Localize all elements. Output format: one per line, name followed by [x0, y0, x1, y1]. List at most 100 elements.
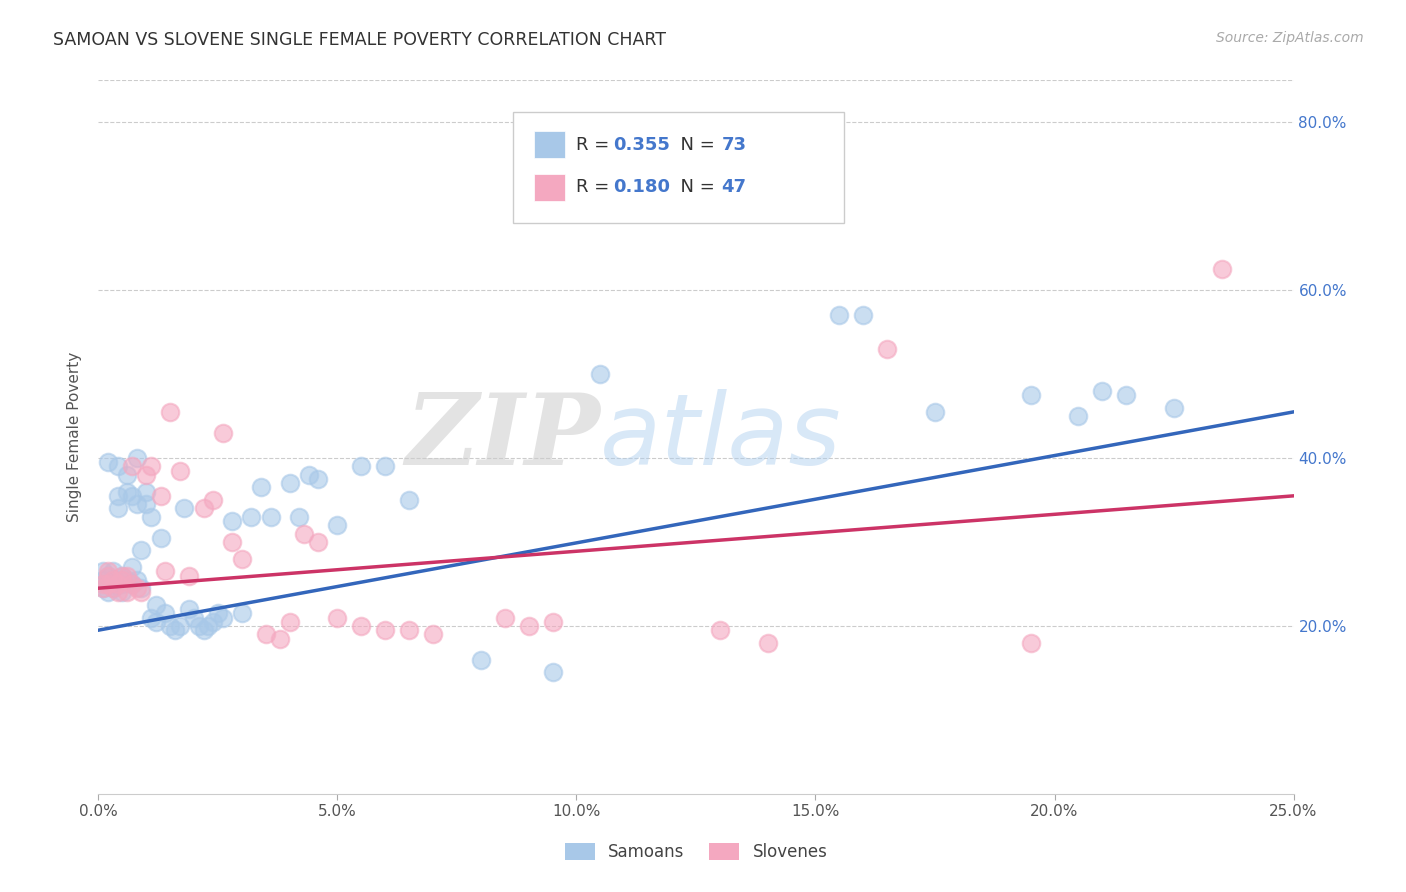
Point	[131, 581, 153, 595]
Point	[115, 467, 138, 482]
Text: SAMOAN VS SLOVENE SINGLE FEMALE POVERTY CORRELATION CHART: SAMOAN VS SLOVENE SINGLE FEMALE POVERTY …	[53, 31, 666, 49]
Point	[107, 459, 129, 474]
Point	[541, 665, 564, 680]
Point	[163, 623, 186, 637]
Point	[115, 568, 138, 582]
Text: atlas: atlas	[600, 389, 842, 485]
Point	[298, 467, 321, 482]
Point	[121, 577, 143, 591]
Point	[159, 619, 181, 633]
Point	[259, 509, 281, 524]
Point	[97, 568, 120, 582]
Text: 0.180: 0.180	[613, 178, 671, 196]
Text: 0.355: 0.355	[613, 136, 669, 153]
Point	[115, 585, 138, 599]
Text: 47: 47	[721, 178, 747, 196]
Legend: Samoans, Slovenes: Samoans, Slovenes	[558, 836, 834, 868]
Point	[307, 535, 329, 549]
Point	[149, 489, 172, 503]
Point	[1067, 409, 1090, 423]
Point	[278, 615, 301, 629]
Point	[709, 623, 731, 637]
Text: R =: R =	[576, 178, 616, 196]
Point	[111, 585, 134, 599]
Point	[193, 623, 215, 637]
Point	[107, 501, 129, 516]
Point	[231, 551, 253, 566]
Point	[221, 535, 243, 549]
Point	[135, 467, 157, 482]
Point	[221, 514, 243, 528]
Point	[211, 610, 233, 624]
Point	[398, 493, 420, 508]
Point	[183, 610, 205, 624]
Point	[145, 615, 167, 629]
Point	[211, 425, 233, 440]
Point	[292, 526, 315, 541]
Point	[240, 509, 263, 524]
Point	[350, 619, 373, 633]
Point	[828, 309, 851, 323]
Point	[125, 581, 148, 595]
Point	[111, 568, 134, 582]
Point	[111, 573, 134, 587]
Point	[1115, 388, 1137, 402]
Point	[231, 607, 253, 621]
Point	[97, 565, 120, 579]
Point	[101, 573, 124, 587]
Point	[139, 610, 162, 624]
Point	[135, 497, 157, 511]
Point	[187, 619, 209, 633]
Point	[350, 459, 373, 474]
Point	[91, 581, 114, 595]
Point	[852, 309, 875, 323]
Point	[1019, 636, 1042, 650]
Point	[121, 560, 143, 574]
Point	[1091, 384, 1114, 398]
Point	[374, 623, 396, 637]
Point	[193, 501, 215, 516]
Point	[139, 459, 162, 474]
Point	[541, 615, 564, 629]
Point	[398, 623, 420, 637]
Point	[876, 342, 898, 356]
Point	[250, 480, 273, 494]
Point	[131, 585, 153, 599]
Point	[91, 565, 114, 579]
Point	[422, 627, 444, 641]
Point	[125, 573, 148, 587]
Point	[121, 577, 143, 591]
Point	[155, 607, 177, 621]
Point	[1211, 262, 1233, 277]
Point	[470, 652, 492, 666]
Point	[107, 577, 129, 591]
Point	[1163, 401, 1185, 415]
Point	[115, 573, 138, 587]
Point	[149, 531, 172, 545]
Point	[107, 585, 129, 599]
Point	[173, 501, 195, 516]
Point	[101, 565, 124, 579]
Point	[169, 464, 191, 478]
Point	[159, 405, 181, 419]
Point	[97, 568, 120, 582]
Point	[101, 573, 124, 587]
Point	[97, 455, 120, 469]
Point	[924, 405, 946, 419]
Point	[179, 568, 201, 582]
Point	[101, 577, 124, 591]
Point	[97, 577, 120, 591]
Point	[139, 509, 162, 524]
Point	[121, 489, 143, 503]
Point	[131, 543, 153, 558]
Point	[125, 451, 148, 466]
Point	[145, 598, 167, 612]
Point	[374, 459, 396, 474]
Text: N =: N =	[669, 136, 721, 153]
Point	[101, 581, 124, 595]
Point	[91, 573, 114, 587]
Point	[756, 636, 779, 650]
Point	[494, 610, 516, 624]
Text: 73: 73	[721, 136, 747, 153]
Point	[91, 577, 114, 591]
